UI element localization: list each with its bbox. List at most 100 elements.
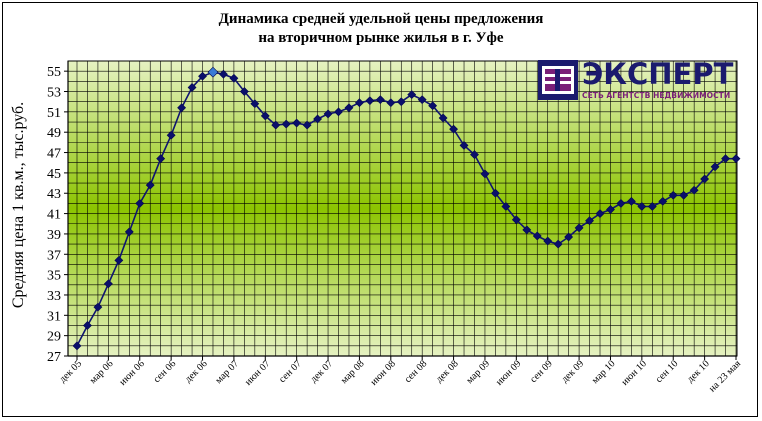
x-tick-label: сен 08 bbox=[403, 358, 430, 385]
data-point bbox=[564, 232, 574, 242]
y-tick-label: 31 bbox=[47, 309, 61, 324]
x-tick-label: дек 08 bbox=[434, 358, 461, 385]
data-point bbox=[689, 185, 699, 195]
data-point bbox=[250, 99, 260, 109]
data-point bbox=[239, 87, 249, 96]
data-point bbox=[313, 114, 323, 124]
plot-area bbox=[68, 61, 737, 356]
data-point bbox=[407, 90, 417, 99]
data-point bbox=[72, 341, 82, 351]
data-point bbox=[355, 98, 364, 108]
data-point bbox=[428, 101, 438, 111]
data-point bbox=[145, 180, 155, 190]
y-tick-label: 41 bbox=[47, 208, 61, 223]
x-tick-label: июн 06 bbox=[117, 358, 146, 387]
x-tick-label: дек 07 bbox=[308, 358, 335, 385]
data-point bbox=[207, 66, 219, 78]
y-tick-label: 29 bbox=[47, 330, 61, 345]
data-point bbox=[731, 154, 741, 164]
y-tick-label: 35 bbox=[47, 269, 61, 284]
data-point bbox=[187, 83, 197, 92]
x-tick-label: дек 05 bbox=[57, 358, 84, 385]
data-point bbox=[323, 109, 333, 119]
data-point bbox=[292, 118, 302, 128]
data-point bbox=[83, 321, 92, 330]
data-point bbox=[595, 209, 605, 219]
x-tick-label: мар 06 bbox=[88, 358, 116, 386]
x-tick-label: сен 10 bbox=[654, 358, 681, 385]
series-markers bbox=[72, 66, 741, 351]
x-tick-label: сен 09 bbox=[528, 358, 555, 385]
x-tick-label: мар 09 bbox=[464, 358, 492, 386]
y-tick-label: 37 bbox=[47, 248, 61, 263]
data-point bbox=[198, 71, 207, 81]
y-tick-label: 43 bbox=[47, 187, 61, 202]
y-tick-label: 27 bbox=[47, 350, 61, 365]
logo-wordmark: ЭКСПЕРТ bbox=[582, 57, 734, 91]
data-point bbox=[532, 231, 542, 241]
logo-tagline: СЕТЬ АГЕНТСТВ НЕДВИЖИМОСТИ bbox=[582, 91, 731, 100]
y-tick-label: 33 bbox=[47, 289, 61, 304]
y-tick-labels: 27 29 31 33 35 37 39 41 43 45 47 49 51 53 55 bbox=[47, 65, 61, 365]
data-point bbox=[700, 174, 710, 184]
data-point bbox=[668, 190, 678, 200]
y-tick-label: 45 bbox=[47, 167, 61, 182]
data-point bbox=[365, 96, 375, 106]
axes bbox=[64, 60, 738, 360]
data-point bbox=[114, 255, 124, 265]
data-point bbox=[396, 97, 406, 107]
data-point bbox=[177, 103, 187, 113]
series-line bbox=[76, 71, 736, 347]
data-point bbox=[375, 95, 385, 105]
data-point bbox=[501, 202, 511, 211]
data-point bbox=[553, 239, 563, 249]
x-tick-label: июн 09 bbox=[494, 358, 523, 387]
x-tick-label: на 23 мая bbox=[707, 358, 743, 394]
data-point bbox=[281, 119, 291, 129]
data-point bbox=[522, 225, 532, 235]
expert-logo: ЭКСПЕРТ СЕТЬ АГЕНТСТВ НЕДВИЖИМОСТИ bbox=[538, 57, 740, 102]
data-point bbox=[658, 196, 668, 206]
data-point bbox=[637, 202, 647, 211]
data-point bbox=[710, 162, 720, 172]
data-point bbox=[334, 107, 343, 117]
chart-title: Динамика средней удельной цены предложен… bbox=[0, 10, 762, 48]
x-tick-label: июн 10 bbox=[620, 358, 649, 387]
data-point bbox=[124, 227, 134, 237]
x-tick-label: мар 07 bbox=[213, 358, 241, 386]
data-point bbox=[386, 98, 396, 108]
data-point bbox=[449, 124, 458, 134]
logo-emblem-icon bbox=[538, 60, 578, 100]
data-point bbox=[626, 196, 636, 206]
x-tick-labels: дек 05 мар 06 июн 06 сен 06 дек 06 мар 07 июн … bbox=[57, 358, 743, 394]
x-tick-label: сен 06 bbox=[151, 358, 178, 385]
data-point bbox=[585, 216, 594, 226]
data-point bbox=[679, 190, 689, 200]
data-point bbox=[438, 113, 448, 123]
data-point bbox=[166, 130, 176, 140]
data-point bbox=[156, 154, 166, 164]
y-tick-label: 49 bbox=[47, 126, 61, 141]
data-point bbox=[480, 169, 490, 179]
x-tick-label: мар 10 bbox=[590, 358, 618, 386]
data-point bbox=[229, 73, 239, 83]
data-point bbox=[543, 236, 553, 246]
x-tick-label: дек 09 bbox=[559, 358, 586, 385]
data-point bbox=[511, 215, 521, 225]
data-point bbox=[103, 279, 113, 289]
x-tick-label: сен 07 bbox=[277, 358, 304, 385]
y-tick-label: 53 bbox=[47, 86, 61, 101]
data-point bbox=[616, 198, 626, 208]
y-tick-label: 51 bbox=[47, 106, 61, 121]
y-tick-label: 47 bbox=[47, 147, 61, 162]
data-point bbox=[470, 150, 479, 160]
data-point bbox=[721, 154, 730, 164]
chart-title-line-1: Динамика средней удельной цены предложен… bbox=[218, 11, 544, 27]
y-tick-label: 39 bbox=[47, 228, 61, 243]
data-point bbox=[271, 120, 281, 130]
data-point bbox=[459, 141, 469, 150]
x-tick-label: дек 10 bbox=[685, 358, 712, 385]
data-point bbox=[490, 188, 500, 198]
data-point bbox=[260, 111, 270, 121]
x-tick-label: июн 08 bbox=[368, 358, 397, 387]
